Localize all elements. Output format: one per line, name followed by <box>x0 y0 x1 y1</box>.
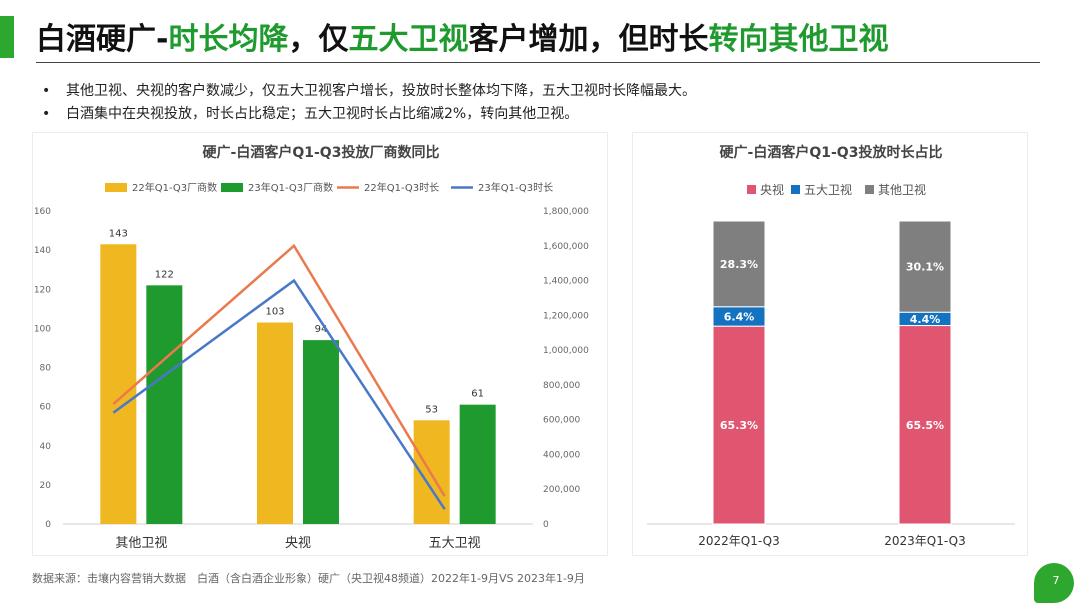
y-tick-label: 60 <box>40 403 52 413</box>
chart-title: 硬广-白酒客户Q1-Q3投放厂商数同比 <box>203 144 440 161</box>
bar <box>146 285 183 524</box>
y2-tick-label: 600,000 <box>543 416 580 426</box>
data-source-note: 数据来源：击壤内容营销大数据 白酒（含白酒企业形象）硬广（央卫视48频道）202… <box>32 572 585 585</box>
page-title: 白酒硬广-时长均降，仅五大卫视客户增加，但时长转向其他卫视 <box>36 14 888 58</box>
bar <box>257 322 293 524</box>
bar <box>459 404 496 524</box>
chart-title: 硬广-白酒客户Q1-Q3投放时长占比 <box>720 144 943 161</box>
legend-swatch <box>105 183 127 192</box>
legend-swatch <box>791 185 800 194</box>
y2-tick-label: 1,800,000 <box>543 207 589 217</box>
segment-value-label: 65.3% <box>720 419 758 432</box>
legend-swatch <box>865 185 874 194</box>
y-tick-label: 100 <box>34 324 51 334</box>
page-badge <box>1034 563 1074 603</box>
x-tick-label: 2023年Q1-Q3 <box>884 534 965 548</box>
legend-swatch <box>747 185 756 194</box>
bar-value-label: 122 <box>155 269 174 280</box>
y-tick-label: 40 <box>40 442 52 452</box>
y-tick-label: 160 <box>34 207 51 217</box>
bullet-item: 白酒集中在央视投放，时长占比稳定；五大卫视时长占比缩减2%，转向其他卫视。 <box>40 103 696 126</box>
x-tick-label: 2022年Q1-Q3 <box>698 534 779 548</box>
y2-tick-label: 1,200,000 <box>543 311 589 321</box>
y-tick-label: 80 <box>40 364 52 374</box>
y2-tick-label: 1,600,000 <box>543 242 589 252</box>
duration-share-chart-panel: 硬广-白酒客户Q1-Q3投放时长占比央视 五大卫视 其他卫视 65.3% 6.4% 28.… <box>632 132 1028 556</box>
stacked-segment <box>712 220 766 308</box>
vendor-count-chart: 硬广-白酒客户Q1-Q3投放厂商数同比 22年Q1-Q3厂商数 23年Q1-Q3厂商… <box>34 144 589 551</box>
bullet-item: 其他卫视、央视的客户数减少，仅五大卫视客户增长，投放时长整体均下降，五大卫视时长… <box>40 80 696 103</box>
x-tick-label: 央视 <box>285 536 311 551</box>
bar <box>303 340 339 524</box>
title-part-1: 白酒硬广- <box>36 22 169 57</box>
summary-bullets: 其他卫视、央视的客户数减少，仅五大卫视客户增长，投放时长整体均下降，五大卫视时长… <box>40 80 696 126</box>
bar-value-label: 94 <box>315 324 328 335</box>
stacked-segment <box>898 325 952 525</box>
legend-label: 23年Q1-Q3时长 <box>478 181 553 194</box>
segment-value-label: 30.1% <box>906 261 944 274</box>
page-number: 7 <box>1052 574 1060 587</box>
bar <box>100 244 137 524</box>
title-part-3: ，仅 <box>288 22 349 57</box>
y2-tick-label: 800,000 <box>543 381 580 391</box>
segment-value-label: 4.4% <box>910 313 941 326</box>
legend-swatch <box>221 183 243 192</box>
legend-label: 其他卫视 <box>878 182 926 197</box>
series-line <box>112 278 446 510</box>
y2-tick-label: 1,400,000 <box>543 277 589 287</box>
y2-tick-label: 1,000,000 <box>543 346 589 356</box>
series-line <box>112 243 446 497</box>
y-tick-label: 0 <box>45 520 51 530</box>
segment-value-label: 6.4% <box>724 310 755 323</box>
segment-value-label: 65.5% <box>906 419 944 432</box>
title-part-6: 转向其他卫视 <box>708 22 889 57</box>
title-divider <box>36 62 1040 63</box>
y-tick-label: 20 <box>40 481 52 491</box>
y2-tick-label: 400,000 <box>543 450 580 460</box>
bar-value-label: 143 <box>109 228 128 239</box>
legend-label: 央视 <box>760 182 784 197</box>
legend-label: 五大卫视 <box>804 182 852 197</box>
title-part-4: 五大卫视 <box>348 22 469 57</box>
y-tick-label: 140 <box>34 246 51 256</box>
bar-value-label: 61 <box>471 389 484 400</box>
y2-tick-label: 200,000 <box>543 485 580 495</box>
legend-label: 23年Q1-Q3厂商数 <box>248 181 333 194</box>
stacked-segment <box>898 220 952 313</box>
y2-tick-label: 0 <box>543 520 549 530</box>
x-tick-label: 其他卫视 <box>115 536 167 551</box>
title-accent-bar <box>0 16 14 58</box>
x-tick-label: 五大卫视 <box>429 536 481 551</box>
bar-value-label: 103 <box>265 307 284 318</box>
bar-value-label: 53 <box>425 404 438 415</box>
title-part-2: 时长均降 <box>168 22 289 57</box>
y-tick-label: 120 <box>34 285 51 295</box>
legend-label: 22年Q1-Q3时长 <box>364 181 439 194</box>
stacked-segment <box>712 325 766 525</box>
title-part-5: 客户增加，但时长 <box>468 22 709 57</box>
vendor-count-chart-panel: 硬广-白酒客户Q1-Q3投放厂商数同比 22年Q1-Q3厂商数 23年Q1-Q3厂商… <box>32 132 608 556</box>
legend-label: 22年Q1-Q3厂商数 <box>132 181 217 194</box>
segment-value-label: 28.3% <box>720 258 758 271</box>
